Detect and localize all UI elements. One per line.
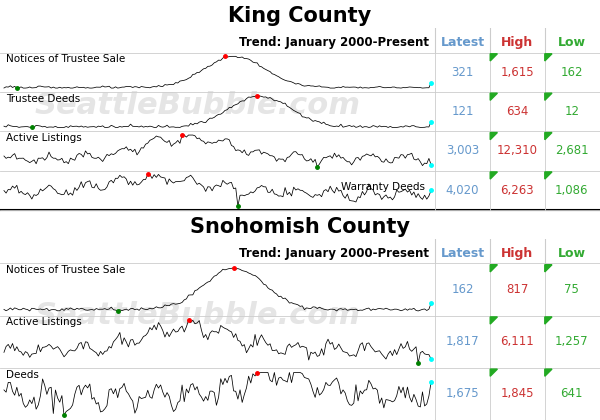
- Text: 162: 162: [560, 66, 583, 79]
- Text: 1,615: 1,615: [500, 66, 534, 79]
- Polygon shape: [545, 132, 552, 140]
- Polygon shape: [545, 317, 552, 324]
- Text: Active Listings: Active Listings: [6, 133, 82, 143]
- Polygon shape: [490, 265, 497, 272]
- Polygon shape: [545, 265, 552, 272]
- Text: Latest: Latest: [440, 36, 485, 49]
- Polygon shape: [490, 132, 497, 140]
- Text: Deeds: Deeds: [6, 370, 39, 380]
- Text: 4,020: 4,020: [446, 184, 479, 197]
- Text: 321: 321: [451, 66, 474, 79]
- Text: Snohomish County: Snohomish County: [190, 217, 410, 237]
- Text: SeattleBubble.com: SeattleBubble.com: [35, 90, 361, 120]
- Polygon shape: [490, 172, 497, 179]
- Polygon shape: [490, 317, 497, 324]
- Polygon shape: [545, 54, 552, 61]
- Text: 634: 634: [506, 105, 529, 118]
- Text: 2,681: 2,681: [555, 144, 589, 158]
- Polygon shape: [545, 172, 552, 179]
- Text: 1,086: 1,086: [555, 184, 589, 197]
- Text: 3,003: 3,003: [446, 144, 479, 158]
- Text: King County: King County: [229, 5, 371, 26]
- Text: Low: Low: [558, 36, 586, 49]
- Text: 12,310: 12,310: [497, 144, 538, 158]
- Text: 1,675: 1,675: [446, 387, 479, 400]
- Text: Low: Low: [558, 247, 586, 260]
- Text: Trustee Deeds: Trustee Deeds: [6, 94, 80, 103]
- Text: High: High: [501, 36, 533, 49]
- Polygon shape: [490, 369, 497, 376]
- Polygon shape: [545, 93, 552, 100]
- Text: 12: 12: [564, 105, 580, 118]
- Text: 1,817: 1,817: [446, 335, 479, 348]
- Text: Trend: January 2000-Present: Trend: January 2000-Present: [239, 36, 429, 49]
- Text: 162: 162: [451, 283, 474, 296]
- Text: Latest: Latest: [440, 247, 485, 260]
- Text: Warranty Deeds: Warranty Deeds: [341, 182, 425, 192]
- Text: 641: 641: [560, 387, 583, 400]
- Text: 1,845: 1,845: [500, 387, 534, 400]
- Text: 75: 75: [565, 283, 579, 296]
- Text: 817: 817: [506, 283, 529, 296]
- Text: 121: 121: [451, 105, 474, 118]
- Polygon shape: [545, 369, 552, 376]
- Text: High: High: [501, 247, 533, 260]
- Text: 1,257: 1,257: [555, 335, 589, 348]
- Text: 6,263: 6,263: [500, 184, 534, 197]
- Polygon shape: [490, 93, 497, 100]
- Text: Active Listings: Active Listings: [6, 318, 82, 327]
- Text: Trend: January 2000-Present: Trend: January 2000-Present: [239, 247, 429, 260]
- Text: SeattleBubble.com: SeattleBubble.com: [35, 300, 361, 330]
- Polygon shape: [490, 54, 497, 61]
- Text: 6,111: 6,111: [500, 335, 534, 348]
- Text: Notices of Trustee Sale: Notices of Trustee Sale: [6, 265, 125, 275]
- Text: Notices of Trustee Sale: Notices of Trustee Sale: [6, 54, 125, 64]
